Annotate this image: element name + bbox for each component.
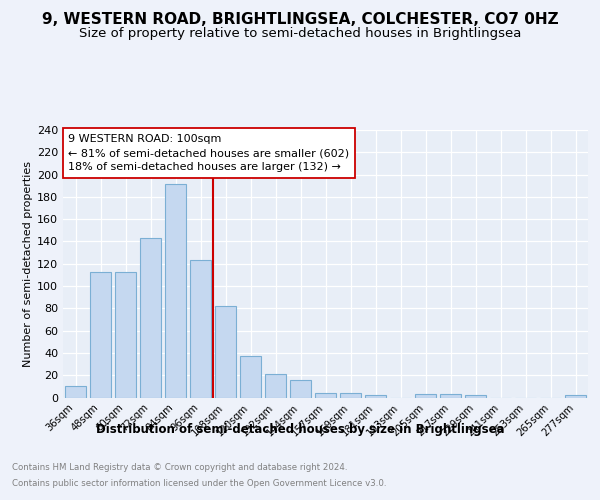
Bar: [465, 396, 486, 398]
Bar: [115, 272, 136, 398]
Bar: [415, 394, 436, 398]
Bar: [565, 396, 586, 398]
Bar: [265, 374, 286, 398]
Bar: [290, 380, 311, 398]
Bar: [90, 272, 111, 398]
Text: 9 WESTERN ROAD: 100sqm
← 81% of semi-detached houses are smaller (602)
18% of se: 9 WESTERN ROAD: 100sqm ← 81% of semi-det…: [68, 134, 349, 172]
Bar: [165, 184, 186, 398]
Bar: [140, 238, 161, 398]
Bar: [65, 386, 86, 398]
Bar: [340, 393, 361, 398]
Text: 9, WESTERN ROAD, BRIGHTLINGSEA, COLCHESTER, CO7 0HZ: 9, WESTERN ROAD, BRIGHTLINGSEA, COLCHEST…: [41, 12, 559, 28]
Text: Contains HM Land Registry data © Crown copyright and database right 2024.: Contains HM Land Registry data © Crown c…: [12, 462, 347, 471]
Text: Distribution of semi-detached houses by size in Brightlingsea: Distribution of semi-detached houses by …: [95, 422, 505, 436]
Bar: [315, 393, 336, 398]
Bar: [240, 356, 261, 398]
Text: Size of property relative to semi-detached houses in Brightlingsea: Size of property relative to semi-detach…: [79, 27, 521, 40]
Y-axis label: Number of semi-detached properties: Number of semi-detached properties: [23, 161, 33, 367]
Bar: [440, 394, 461, 398]
Bar: [215, 306, 236, 398]
Bar: [365, 396, 386, 398]
Bar: [190, 260, 211, 398]
Text: Contains public sector information licensed under the Open Government Licence v3: Contains public sector information licen…: [12, 479, 386, 488]
